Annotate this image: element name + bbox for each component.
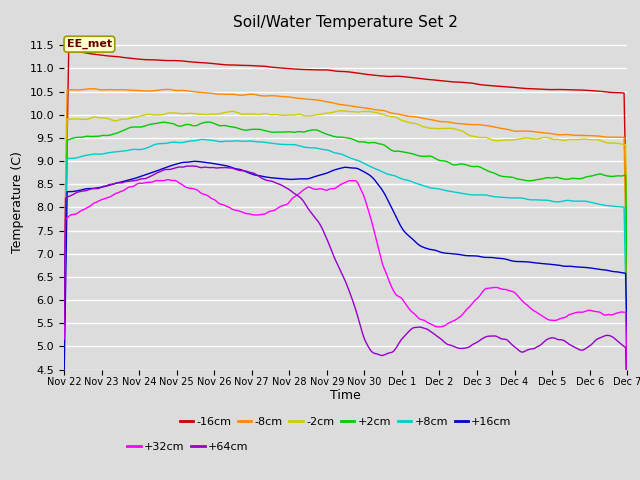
X-axis label: Time: Time (330, 389, 361, 402)
Legend: +32cm, +64cm: +32cm, +64cm (123, 438, 253, 456)
Y-axis label: Temperature (C): Temperature (C) (11, 151, 24, 252)
Title: Soil/Water Temperature Set 2: Soil/Water Temperature Set 2 (233, 15, 458, 30)
Text: EE_met: EE_met (67, 39, 112, 49)
